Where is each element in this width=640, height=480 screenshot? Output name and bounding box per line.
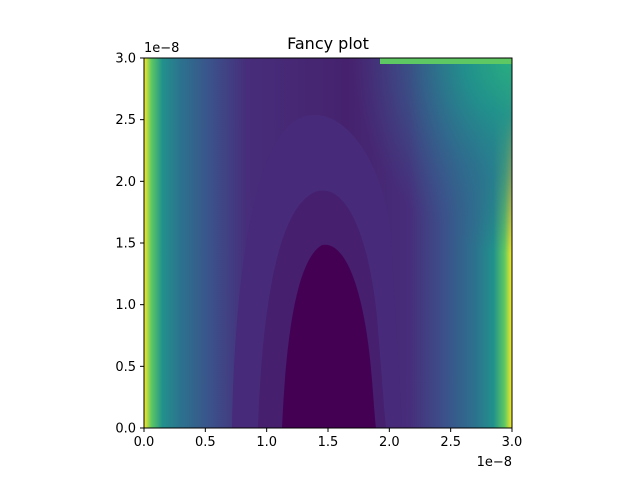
y-axis-offset-label: 1e−8	[144, 41, 179, 56]
y-tick-label: 1.0	[115, 298, 136, 313]
x-axis-offset-label: 1e−8	[477, 455, 512, 470]
x-axis-ticks: 0.0 0.5 1.0 1.5 2.0 2.5 3.0	[134, 428, 523, 450]
y-tick-label: 1.5	[115, 237, 136, 252]
y-tick-label: 0.0	[115, 422, 136, 437]
y-tick-label: 2.5	[115, 113, 136, 128]
contour-top-right-region	[300, 58, 512, 318]
chart-title: Fancy plot	[287, 34, 369, 53]
x-tick-label: 1.0	[256, 435, 277, 450]
x-tick-label: 2.0	[379, 435, 400, 450]
y-tick-label: 2.0	[115, 175, 136, 190]
contour-top-right-band	[380, 58, 512, 64]
plot-area	[144, 58, 512, 428]
x-tick-label: 0.0	[134, 435, 155, 450]
x-tick-label: 3.0	[502, 435, 523, 450]
y-tick-label: 0.5	[115, 360, 136, 375]
y-axis-ticks: 0.0 0.5 1.0 1.5 2.0 2.5 3.0	[115, 52, 144, 437]
x-tick-label: 0.5	[195, 435, 216, 450]
x-tick-label: 2.5	[440, 435, 461, 450]
y-tick-label: 3.0	[115, 52, 136, 67]
x-tick-label: 1.5	[318, 435, 339, 450]
